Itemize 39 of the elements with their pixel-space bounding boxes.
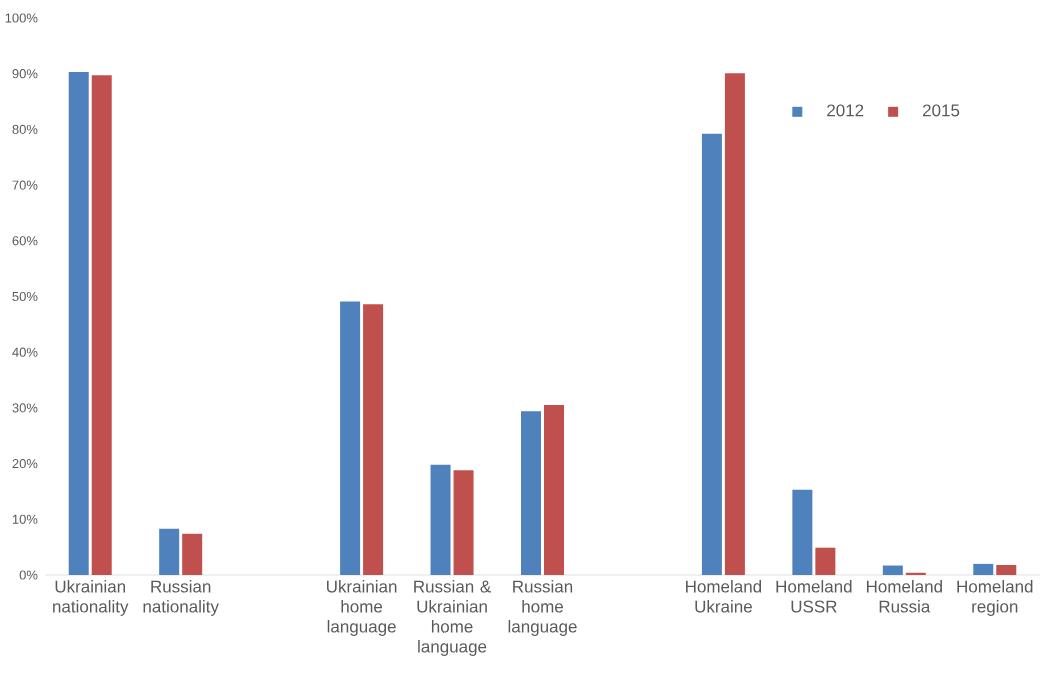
y-tick-label: 40%	[12, 347, 38, 357]
y-tick-label: 90%	[12, 69, 38, 79]
bar	[68, 72, 89, 575]
x-tick-label: Homeland Russia	[866, 580, 942, 613]
bar	[701, 133, 722, 575]
y-tick-label: 0%	[19, 570, 38, 580]
y-tick-label: 100%	[5, 13, 38, 23]
bar	[430, 464, 451, 575]
y-tick-label: 30%	[12, 403, 38, 413]
y-tick-label: 80%	[12, 124, 38, 135]
bar	[815, 547, 836, 575]
x-tick-label: Homeland USSR	[776, 580, 852, 613]
x-tick-label: Homeland Ukraine	[686, 580, 762, 613]
bar	[340, 301, 361, 575]
x-tick-label: Ukrainian nationality	[53, 580, 129, 616]
y-tick-label: 70%	[12, 180, 38, 190]
legend-label: 2012	[827, 104, 864, 117]
bar	[182, 533, 203, 575]
y-tick-label: 10%	[12, 514, 38, 524]
y-tick-label: 50%	[12, 291, 38, 302]
x-tick-label: Russian home language	[508, 580, 577, 636]
bar	[544, 405, 564, 575]
legend-label: 2015	[922, 104, 960, 117]
bar	[973, 563, 994, 575]
bar	[453, 470, 474, 575]
y-tick-label: 20%	[12, 459, 38, 469]
x-tick-label: Homeland region	[957, 580, 1033, 616]
bar	[521, 411, 541, 575]
bar	[724, 73, 745, 575]
bar	[996, 564, 1017, 575]
x-tick-label: Russian nationality	[143, 580, 219, 616]
y-tick-label: 60%	[12, 236, 38, 246]
bar	[91, 75, 112, 575]
bar	[882, 565, 903, 575]
bar	[159, 528, 180, 575]
bar	[363, 304, 384, 575]
x-tick-label: Russian & Ukrainian home language	[414, 580, 491, 656]
bar	[792, 489, 813, 575]
x-tick-label: Ukrainian home language	[327, 580, 397, 636]
